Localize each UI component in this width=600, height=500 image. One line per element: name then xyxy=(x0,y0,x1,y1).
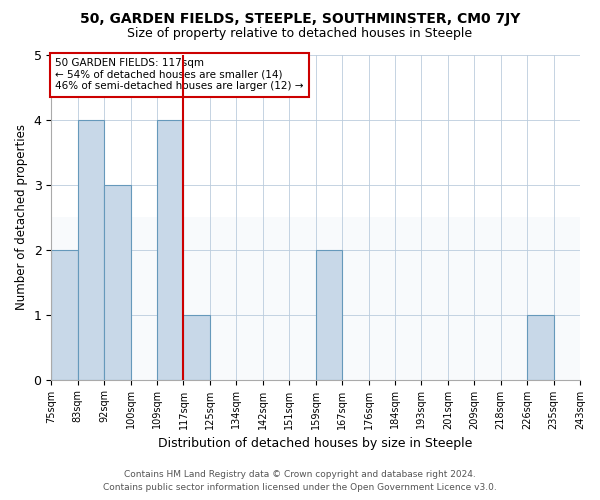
Bar xyxy=(104,185,131,380)
X-axis label: Distribution of detached houses by size in Steeple: Distribution of detached houses by size … xyxy=(158,437,473,450)
Bar xyxy=(527,314,554,380)
Bar xyxy=(184,314,210,380)
Bar xyxy=(51,250,78,380)
Text: 50, GARDEN FIELDS, STEEPLE, SOUTHMINSTER, CM0 7JY: 50, GARDEN FIELDS, STEEPLE, SOUTHMINSTER… xyxy=(80,12,520,26)
Bar xyxy=(78,120,104,380)
Text: Contains HM Land Registry data © Crown copyright and database right 2024.
Contai: Contains HM Land Registry data © Crown c… xyxy=(103,470,497,492)
Text: 50 GARDEN FIELDS: 117sqm
← 54% of detached houses are smaller (14)
46% of semi-d: 50 GARDEN FIELDS: 117sqm ← 54% of detach… xyxy=(55,58,304,92)
Text: Size of property relative to detached houses in Steeple: Size of property relative to detached ho… xyxy=(127,28,473,40)
Y-axis label: Number of detached properties: Number of detached properties xyxy=(15,124,28,310)
Bar xyxy=(157,120,184,380)
Bar xyxy=(316,250,342,380)
